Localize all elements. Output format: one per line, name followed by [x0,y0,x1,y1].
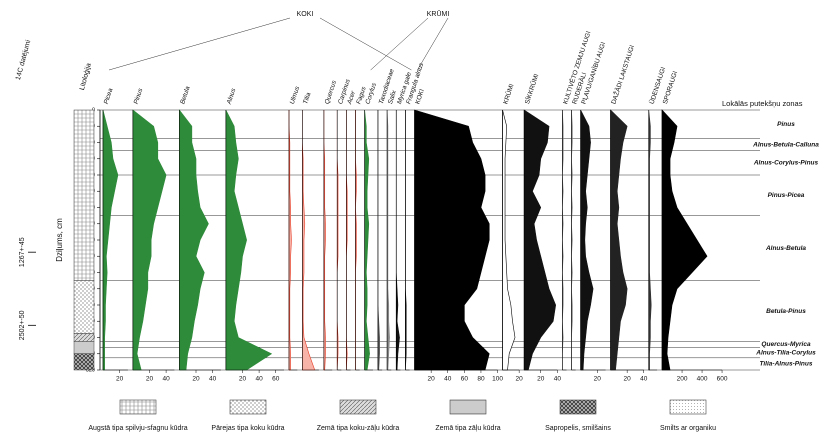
pollen-curve [132,109,167,371]
pollen-curve [225,109,273,371]
panel-name: Salix [387,89,398,105]
legend-swatch [559,399,597,415]
legend-label: Zemā tipa zāļu kūdra [435,425,500,432]
panel-name: Ulmus [289,85,302,105]
pollen-curve [395,110,400,371]
x-tick-label: 20 [146,376,154,383]
legend-swatch [669,399,707,415]
lithology-label: Litoloģija [78,62,93,91]
zone-label: Pinus [777,121,795,128]
x-tick-label: 20 [594,376,602,383]
date-label: 1267+-45 [19,237,26,267]
x-tick-label: 20 [516,376,524,383]
x-tick-label: 100 [492,376,503,383]
x-tick-label: 40 [554,376,562,383]
legend-label: Pārejas tipa koku kūdra [211,425,284,432]
x-tick-label: 40 [640,376,648,383]
pollen-curve [302,110,316,371]
panel-name: KRŪMI [501,83,515,106]
legend-swatch [339,399,377,415]
legend-label: Sapropelis, smilšains [545,425,611,432]
legend-label: Zemā tipa koku-zāļu kūdra [317,425,400,432]
y-tick-label: 320 [86,367,95,373]
group-bracket [370,17,429,71]
pollen-curve [179,109,209,371]
zones-label: Lokālās putekšņu zonas [722,99,803,108]
zone-label: Alnus-Betula [765,245,806,252]
pollen-curve [414,109,490,371]
group-bracket [319,17,412,71]
group-bracket [108,17,291,71]
x-tick-label: 20 [239,376,247,383]
x-tick-label: 20 [116,376,124,383]
x-tick-label: 20 [537,376,545,383]
lithology-layer [73,280,95,334]
panel-name: KOKI [414,88,426,105]
x-tick-label: 200 [677,376,688,383]
depth-label: Dziļums, cm [55,218,64,262]
zone-label: Alnus-Corylus-Pinus [753,160,819,167]
panel-name: Tilia [302,91,312,105]
zone-label: Tilia-Alnus-Pinus [760,361,813,368]
pollen-curve [648,109,652,371]
x-tick-label: 600 [717,376,728,383]
x-tick-label: 20 [624,376,632,383]
panel-name: Quercus [324,79,338,105]
legend-label: Smilts ar organiku [660,425,716,432]
x-tick-label: 40 [444,376,452,383]
legend-swatch [229,399,267,415]
pollen-curve [102,109,119,371]
zone-label: Alnus-Betula-Calluna [752,141,819,148]
pollen-curve [323,110,326,371]
lithology-layer [73,333,95,342]
panel-name: Acer [346,89,357,106]
panel-name: Betula [179,85,191,105]
panel-name: Picea [103,87,115,105]
pollen-curve [364,109,370,371]
pollen-curve [502,109,516,371]
panel-name: Corylus [365,81,379,105]
date-label: 2502+-50 [19,310,26,340]
pollen-curve [288,110,292,371]
panel-name: Alnus [225,87,237,106]
x-tick-label: 40 [255,376,263,383]
x-tick-label: 400 [697,376,708,383]
x-tick-label: 20 [428,376,436,383]
zone-label: Betula-Pinus [766,308,806,315]
x-tick-label: 60 [272,376,280,383]
legend-swatch [119,399,157,415]
pollen-curve [523,109,556,371]
dates-label: 14C datējumi [15,39,33,81]
panel-name: DAŽĀDI LAKSTAUGI [609,44,637,106]
zone-label: Alnus-Tilia-Corylus [755,349,816,356]
x-tick-label: 40 [209,376,217,383]
panel-name: Pinus [133,87,145,105]
x-tick-label: 20 [192,376,200,383]
panel-name: SĪKKRŪMI [523,73,540,106]
group-label: KRŪMI [427,10,450,18]
pollen-curve [661,109,708,371]
lithology-layer [73,109,95,281]
legend-swatch [449,399,487,415]
lithology-layer [73,341,95,354]
pollen-curve [386,109,390,371]
zone-label: Quercus-Myrica [761,341,811,348]
pollen-curve [610,109,628,371]
x-tick-label: 80 [477,376,485,383]
legend-label: Augstā tipa spilvju-sfagnu kūdra [88,425,187,432]
lithology-layer [73,353,95,371]
group-label: KOKI [297,11,314,18]
x-tick-label: 40 [162,376,170,383]
x-tick-label: 60 [461,376,469,383]
group-bracket [417,17,449,71]
pollen-curve [580,109,594,371]
zone-label: Pinus-Picea [768,192,805,199]
